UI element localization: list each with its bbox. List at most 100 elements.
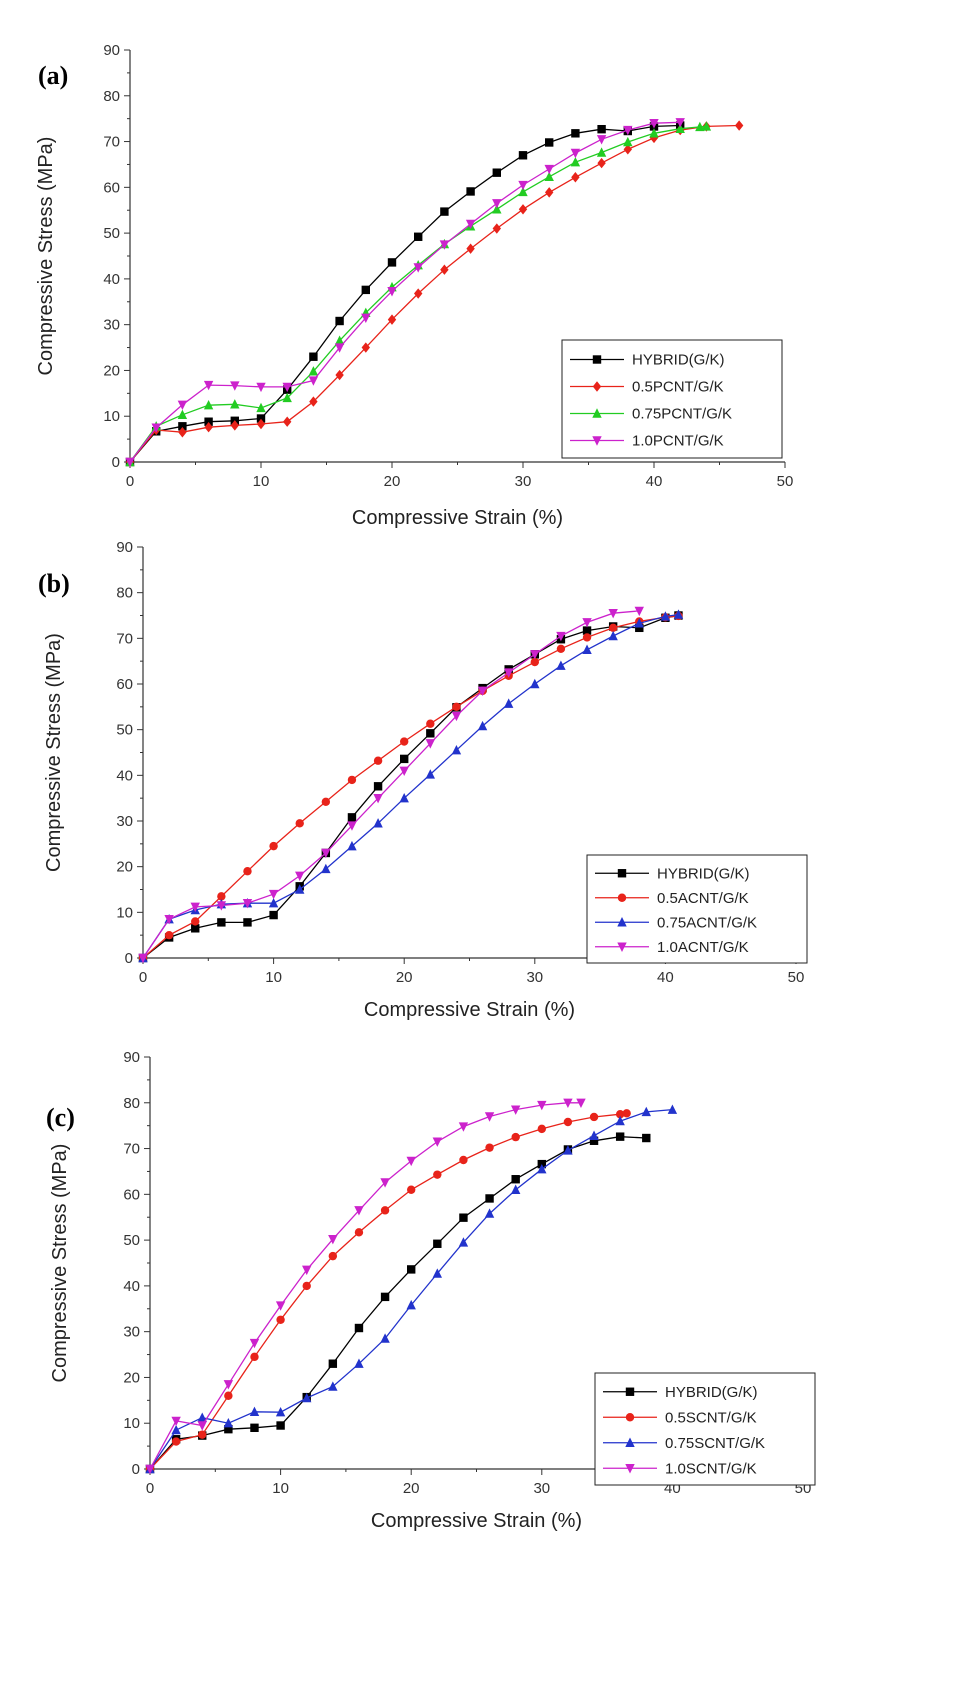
data-point bbox=[249, 1406, 260, 1416]
y-tick-label: 80 bbox=[123, 1095, 140, 1112]
y-tick-label: 20 bbox=[123, 1369, 140, 1386]
data-point bbox=[276, 1421, 285, 1430]
data-point bbox=[406, 1156, 416, 1167]
y-tick-label: 90 bbox=[103, 42, 120, 59]
data-point bbox=[459, 1155, 468, 1165]
data-point bbox=[275, 1407, 286, 1417]
data-point bbox=[425, 769, 436, 779]
y-tick-label: 40 bbox=[103, 271, 120, 288]
data-point bbox=[334, 343, 345, 353]
series-line bbox=[142, 614, 679, 959]
data-point bbox=[518, 151, 528, 160]
data-point bbox=[596, 147, 607, 157]
data-point bbox=[492, 199, 502, 209]
y-tick-label: 0 bbox=[125, 950, 133, 967]
x-tick-label: 20 bbox=[384, 473, 401, 490]
data-point bbox=[387, 258, 397, 267]
data-point bbox=[223, 1418, 234, 1428]
data-point bbox=[571, 129, 580, 138]
legend-marker bbox=[617, 869, 627, 878]
data-point bbox=[268, 898, 279, 908]
data-point bbox=[243, 867, 252, 876]
data-point bbox=[459, 1213, 468, 1222]
legend-entry-label: 0.5ACNT/G/K bbox=[657, 890, 749, 907]
data-point bbox=[439, 240, 450, 250]
y-axis-title: Compressive Stress (MPa) bbox=[43, 633, 65, 872]
data-point bbox=[361, 342, 370, 353]
data-point bbox=[563, 1145, 573, 1155]
data-point bbox=[634, 606, 644, 617]
series-line bbox=[142, 610, 640, 959]
data-point bbox=[615, 1115, 625, 1126]
x-tick-label: 10 bbox=[265, 969, 282, 986]
data-point bbox=[484, 1208, 495, 1218]
data-point bbox=[667, 1104, 678, 1114]
data-point bbox=[197, 1421, 207, 1431]
y-tick-label: 90 bbox=[123, 1049, 140, 1066]
y-tick-label: 90 bbox=[116, 539, 133, 556]
data-point bbox=[204, 422, 213, 433]
data-point bbox=[321, 863, 331, 874]
data-point bbox=[230, 420, 239, 431]
data-point bbox=[217, 918, 226, 927]
data-point bbox=[242, 899, 253, 909]
data-point bbox=[642, 1133, 651, 1143]
data-point bbox=[589, 1136, 599, 1145]
data-point bbox=[361, 285, 370, 295]
data-point bbox=[622, 1109, 631, 1118]
data-point bbox=[250, 1352, 259, 1362]
data-point bbox=[597, 124, 606, 134]
legend-marker bbox=[592, 381, 602, 392]
data-point bbox=[503, 668, 514, 678]
data-point bbox=[544, 164, 554, 175]
legend-marker bbox=[592, 355, 602, 364]
y-tick-label: 0 bbox=[132, 1461, 140, 1478]
data-point bbox=[458, 1237, 469, 1247]
data-point bbox=[256, 414, 266, 423]
x-tick-label: 30 bbox=[526, 969, 543, 986]
x-axis-title: Compressive Strain (%) bbox=[371, 1510, 582, 1532]
data-point bbox=[556, 660, 566, 670]
y-axis-title: Compressive Stress (MPa) bbox=[49, 1144, 71, 1383]
series-0.75SCNT/G/K bbox=[145, 1104, 678, 1474]
data-point bbox=[309, 396, 318, 407]
data-point bbox=[328, 1234, 338, 1245]
data-point bbox=[171, 1416, 181, 1427]
y-tick-label: 70 bbox=[103, 134, 120, 151]
data-point bbox=[321, 797, 331, 807]
y-tick-label: 10 bbox=[123, 1415, 140, 1432]
legend-marker bbox=[625, 1464, 635, 1474]
data-point bbox=[518, 186, 528, 197]
series-line bbox=[142, 615, 679, 959]
data-point bbox=[171, 1437, 181, 1446]
data-point bbox=[204, 417, 213, 426]
data-point bbox=[203, 380, 214, 391]
data-point bbox=[380, 1333, 390, 1343]
data-point bbox=[623, 144, 632, 155]
data-point bbox=[695, 121, 705, 132]
data-point bbox=[634, 618, 644, 628]
data-point bbox=[230, 381, 240, 391]
data-point bbox=[373, 793, 383, 804]
data-point bbox=[589, 1130, 599, 1140]
legend-marker bbox=[617, 893, 627, 902]
data-point bbox=[537, 1163, 547, 1174]
data-point bbox=[673, 609, 684, 619]
series-1.0SCNT/G/K bbox=[145, 1098, 586, 1475]
data-point bbox=[440, 264, 449, 275]
data-point bbox=[269, 910, 278, 920]
y-tick-label: 40 bbox=[123, 1278, 140, 1295]
data-point bbox=[224, 1391, 233, 1400]
y-tick-label: 30 bbox=[116, 813, 133, 830]
data-point bbox=[125, 457, 135, 468]
y-tick-label: 30 bbox=[103, 317, 120, 334]
x-tick-label: 20 bbox=[396, 969, 413, 986]
series-1.0PCNT/G/K bbox=[125, 118, 685, 468]
x-axis-title: Compressive Strain (%) bbox=[364, 999, 575, 1021]
series-line bbox=[129, 124, 681, 463]
legend-entry-label: 1.0PCNT/G/K bbox=[632, 433, 724, 450]
data-point bbox=[596, 135, 607, 145]
data-point bbox=[224, 1424, 233, 1434]
data-point bbox=[164, 914, 174, 925]
data-point bbox=[217, 892, 226, 901]
